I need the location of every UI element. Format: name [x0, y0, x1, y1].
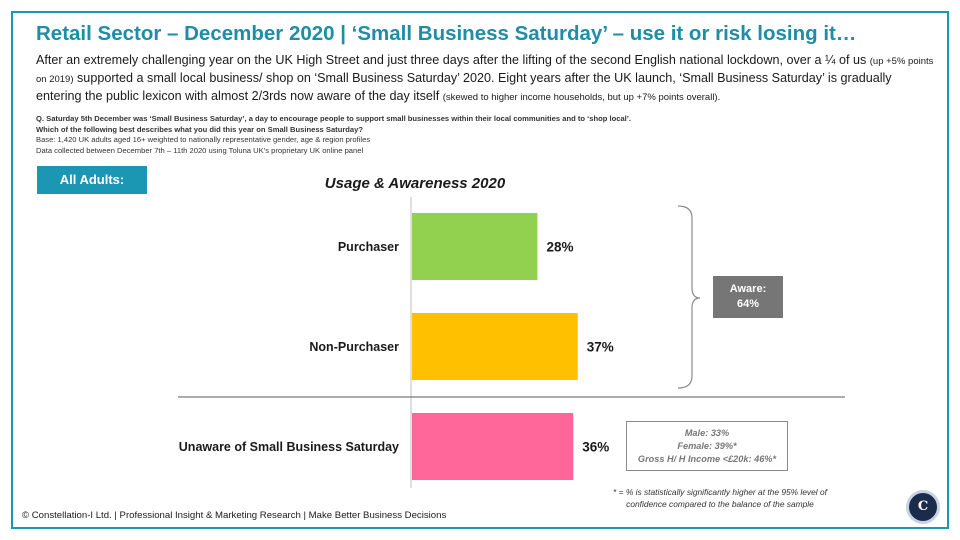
significance-footnote: * = % is statistically significantly hig…	[585, 487, 855, 510]
subgroup-male: Male: 33%	[684, 428, 730, 438]
category-label: Unaware of Small Business Saturday	[179, 440, 399, 454]
aware-label: Aware:	[729, 283, 767, 295]
aware-bracket	[677, 205, 701, 389]
category-label: Non-Purchaser	[309, 340, 399, 354]
slide-frame	[11, 11, 949, 529]
subgroup-income: Gross H/ H Income <£20k: 46%*	[637, 454, 777, 464]
aware-value: 64%	[736, 298, 760, 310]
intro-text-a: After an extremely challenging year on t…	[36, 53, 870, 67]
methodology-notes: Q. Saturday 5th December was ‘Small Busi…	[36, 114, 631, 156]
base-line: Base: 1,420 UK adults aged 16+ weighted …	[36, 135, 371, 144]
subgroup-box: Male: 33% Female: 39%* Gross H/ H Income…	[626, 421, 788, 471]
slide-title: Retail Sector – December 2020 | ‘Small B…	[36, 22, 857, 45]
intro-text-b: (up +5% points on 2019)	[36, 56, 934, 85]
footnote-line-2: confidence compared to the balance of th…	[626, 498, 814, 509]
aware-box: Aware: 64%	[713, 276, 783, 318]
segment-tag: All Adults:	[37, 166, 147, 194]
data-label: 36%	[582, 440, 609, 455]
question-line-2: Which of the following best describes wh…	[36, 124, 364, 134]
constellation-logo-icon: C	[906, 490, 940, 524]
footer-text: © Constellation-I Ltd. | Professional In…	[22, 510, 447, 521]
question-line-1: Q. Saturday 5th December was ‘Small Busi…	[36, 114, 631, 123]
collection-line: Data collected between December 7th – 11…	[36, 145, 364, 155]
bar-purchaser	[412, 213, 538, 280]
data-label: 37%	[587, 340, 614, 355]
bar-unaware-of-small-business-saturday	[412, 413, 574, 480]
footnote-line-1: * = % is statistically significantly hig…	[613, 487, 827, 497]
bar-non-purchaser	[412, 313, 578, 380]
intro-text-c: supported a small local business/ shop o…	[36, 71, 892, 103]
intro-paragraph: After an extremely challenging year on t…	[36, 52, 936, 106]
category-label: Purchaser	[338, 240, 399, 254]
data-label: 28%	[546, 240, 573, 255]
intro-text-d: (skewed to higher income households, but…	[442, 92, 721, 103]
chart-title: Usage & Awareness 2020	[324, 175, 506, 192]
subgroup-female: Female: 39%*	[677, 441, 737, 451]
